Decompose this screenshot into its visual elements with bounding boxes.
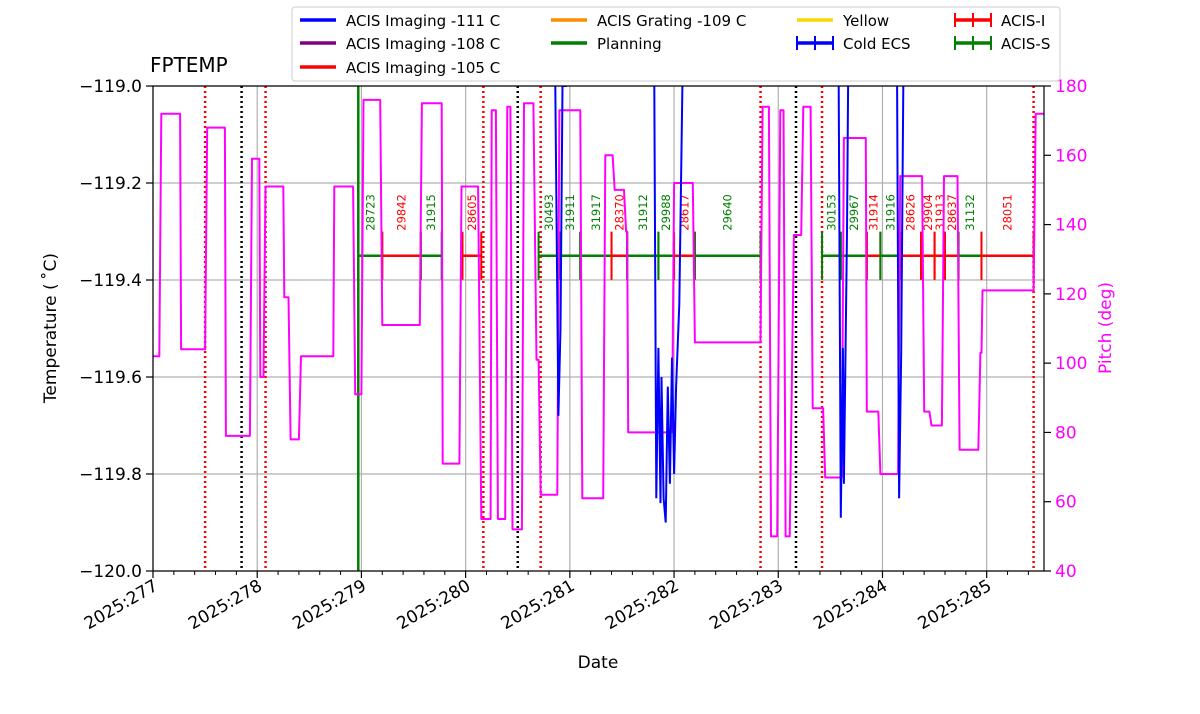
legend-label: ACIS-I [1001,12,1045,30]
obsid-label: 29842 [395,194,409,231]
y-tick-label: −119.4 [79,271,142,291]
y2-tick-label: 120 [1055,285,1087,305]
fptemp-line [554,86,567,416]
x-axis-label: Date [578,653,619,673]
legend-label: Yellow [842,12,889,30]
legend-label: ACIS Imaging -105 C [346,59,500,77]
obsid-label: 31132 [963,194,977,231]
y-axis-left: −120.0 −119.8 −119.6 −119.4 −119.2 −119.0 [79,77,153,582]
y2-tick-label: 160 [1055,146,1087,166]
obsid-label: 31914 [867,194,881,231]
obsid-label: 30153 [824,194,838,231]
y-tick-label: −119.0 [79,77,142,97]
obsid-label: 28051 [1001,194,1015,231]
plot-frame [152,85,1045,572]
fptemp-line [837,86,850,518]
obsid-label: 29967 [847,194,861,231]
legend-label: Cold ECS [843,35,911,53]
y2-tick-label: 100 [1055,354,1087,374]
y-axis-label: Temperature ( ˚C) [40,253,61,404]
y2-tick-label: 40 [1055,562,1077,582]
pitch-line [153,98,1044,538]
obsid-label: 31917 [589,194,603,231]
legend-label: ACIS Imaging -111 C [346,12,500,30]
chart-title: FPTEMP [150,53,228,77]
legend-label: ACIS Imaging -108 C [346,35,500,53]
y2-tick-label: 140 [1055,216,1087,236]
obsid-label: 28605 [465,194,479,231]
y2-tick-label: 60 [1055,493,1077,513]
y2-axis-label: Pitch (deg) [1096,282,1116,374]
y-tick-label: −119.8 [79,465,142,485]
obsid-label: 28637 [945,194,959,231]
legend-label: ACIS Grating -109 C [597,12,746,30]
legend-label: Planning [597,35,662,53]
y-tick-label: −119.2 [79,174,142,194]
legend: ACIS Imaging -111 C ACIS Imaging -108 C AC… [291,6,1061,82]
obsid-label: 29988 [659,194,673,231]
y-tick-label: −119.6 [79,368,142,388]
obsid-label: 31912 [636,194,650,231]
obsid-label: 31911 [563,194,577,231]
y-axis-right: 40 60 80 100 120 140 160 180 [1044,77,1087,582]
fptemp-line [896,86,905,499]
obsid-label: 31916 [883,194,897,231]
obsid-label: 28626 [904,194,918,231]
event-lines [203,86,1035,571]
obsid-label: 29640 [721,194,735,231]
obsid-label: 29904 [921,194,935,231]
fptemp-line [653,86,684,523]
legend-box [291,6,1061,82]
legend-label: ACIS-S [1001,35,1050,53]
y2-tick-label: 80 [1055,423,1077,443]
y2-tick-label: 180 [1055,77,1087,97]
obsid-label: 30493 [542,194,556,231]
obsid-label: 28723 [363,194,377,231]
obsid-label: 28370 [612,194,626,231]
series [153,86,1044,538]
obsid-label: 31915 [424,194,438,231]
y-tick-label: −120.0 [79,562,142,582]
